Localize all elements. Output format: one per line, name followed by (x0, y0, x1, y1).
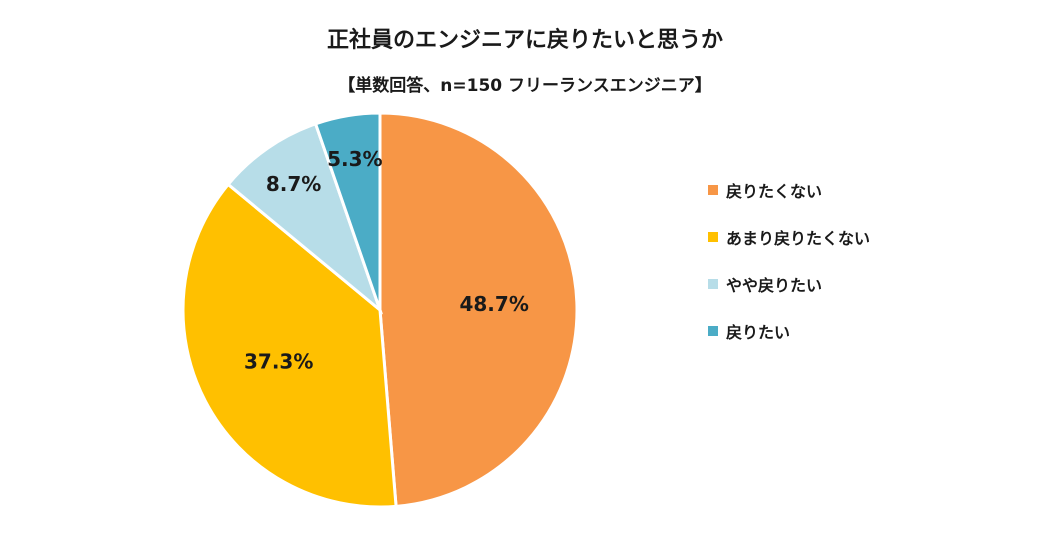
chart-title: 正社員のエンジニアに戻りたいと思うか (326, 28, 723, 53)
pie-slice-2 (181, 182, 398, 509)
legend-label: あまり戻りたくない (726, 229, 871, 248)
legend-item: 戻りたい (708, 319, 870, 343)
legend-label: 戻りたくない (726, 182, 823, 201)
legend-swatch (708, 185, 718, 195)
slice-labels: 48.7% 37.3% 8.7%5.3% (244, 147, 529, 373)
legend-label: やや戻りたい (726, 276, 823, 295)
legend-label: 戻りたい (726, 323, 791, 342)
slice-label-4: 5.3% (327, 147, 382, 171)
pie-slice-3 (226, 121, 384, 315)
legend-swatch (708, 232, 718, 242)
legend: 戻りたくない あまり戻りたくない やや戻りたい 戻りたい (708, 178, 870, 366)
legend-item: 戻りたくない (708, 178, 870, 202)
slice-label-1: 48.7% (459, 292, 528, 316)
legend-swatch (708, 326, 718, 336)
chart-subtitle: 【単数回答、n=150 フリーランスエンジニア】 (338, 76, 712, 96)
slice-label-2: 37.3% (244, 349, 313, 373)
pie-slice-4 (313, 111, 382, 311)
slice-label-3: 8.7% (266, 172, 321, 196)
legend-item: やや戻りたい (708, 272, 870, 296)
legend-item: あまり戻りたくない (708, 225, 870, 249)
pie-slice-1 (378, 111, 579, 508)
legend-swatch (708, 279, 718, 289)
